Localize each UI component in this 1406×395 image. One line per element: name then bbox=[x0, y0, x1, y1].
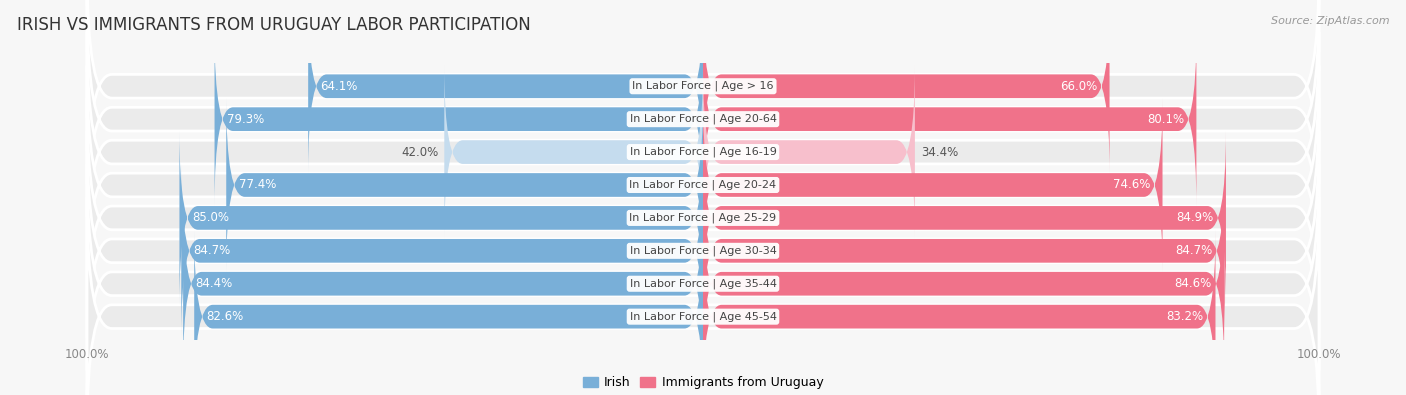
Text: IRISH VS IMMIGRANTS FROM URUGUAY LABOR PARTICIPATION: IRISH VS IMMIGRANTS FROM URUGUAY LABOR P… bbox=[17, 16, 530, 34]
FancyBboxPatch shape bbox=[308, 0, 703, 173]
Text: 84.7%: 84.7% bbox=[1175, 245, 1212, 257]
Text: 66.0%: 66.0% bbox=[1060, 80, 1097, 93]
Text: 77.4%: 77.4% bbox=[239, 179, 276, 192]
FancyBboxPatch shape bbox=[87, 197, 1319, 395]
FancyBboxPatch shape bbox=[87, 32, 1319, 272]
FancyBboxPatch shape bbox=[703, 65, 915, 239]
FancyBboxPatch shape bbox=[226, 98, 703, 272]
Text: In Labor Force | Age 25-29: In Labor Force | Age 25-29 bbox=[630, 213, 776, 223]
FancyBboxPatch shape bbox=[181, 164, 703, 338]
FancyBboxPatch shape bbox=[87, 164, 1319, 395]
FancyBboxPatch shape bbox=[183, 197, 703, 371]
Text: 34.4%: 34.4% bbox=[921, 146, 959, 158]
FancyBboxPatch shape bbox=[215, 32, 703, 206]
Text: 85.0%: 85.0% bbox=[191, 211, 229, 224]
Text: 74.6%: 74.6% bbox=[1112, 179, 1150, 192]
FancyBboxPatch shape bbox=[703, 32, 1197, 206]
Text: 82.6%: 82.6% bbox=[207, 310, 243, 323]
FancyBboxPatch shape bbox=[87, 131, 1319, 371]
FancyBboxPatch shape bbox=[703, 98, 1163, 272]
Text: In Labor Force | Age 16-19: In Labor Force | Age 16-19 bbox=[630, 147, 776, 157]
FancyBboxPatch shape bbox=[180, 131, 703, 305]
Text: In Labor Force | Age 35-44: In Labor Force | Age 35-44 bbox=[630, 278, 776, 289]
Text: In Labor Force | Age 20-64: In Labor Force | Age 20-64 bbox=[630, 114, 776, 124]
FancyBboxPatch shape bbox=[87, 98, 1319, 338]
FancyBboxPatch shape bbox=[703, 164, 1225, 338]
Text: 84.4%: 84.4% bbox=[195, 277, 233, 290]
FancyBboxPatch shape bbox=[703, 0, 1109, 173]
FancyBboxPatch shape bbox=[87, 0, 1319, 206]
Text: 80.1%: 80.1% bbox=[1147, 113, 1184, 126]
FancyBboxPatch shape bbox=[444, 65, 703, 239]
FancyBboxPatch shape bbox=[703, 230, 1215, 395]
Text: 42.0%: 42.0% bbox=[401, 146, 439, 158]
Text: In Labor Force | Age > 16: In Labor Force | Age > 16 bbox=[633, 81, 773, 92]
Text: 79.3%: 79.3% bbox=[226, 113, 264, 126]
Text: 84.6%: 84.6% bbox=[1174, 277, 1212, 290]
FancyBboxPatch shape bbox=[87, 0, 1319, 239]
Text: 84.7%: 84.7% bbox=[194, 245, 231, 257]
Text: 64.1%: 64.1% bbox=[321, 80, 359, 93]
Text: 83.2%: 83.2% bbox=[1166, 310, 1204, 323]
Legend: Irish, Immigrants from Uruguay: Irish, Immigrants from Uruguay bbox=[578, 371, 828, 394]
FancyBboxPatch shape bbox=[703, 131, 1226, 305]
Text: In Labor Force | Age 30-34: In Labor Force | Age 30-34 bbox=[630, 246, 776, 256]
FancyBboxPatch shape bbox=[194, 230, 703, 395]
Text: In Labor Force | Age 20-24: In Labor Force | Age 20-24 bbox=[630, 180, 776, 190]
FancyBboxPatch shape bbox=[87, 65, 1319, 305]
FancyBboxPatch shape bbox=[703, 197, 1225, 371]
Text: Source: ZipAtlas.com: Source: ZipAtlas.com bbox=[1271, 16, 1389, 26]
Text: 84.9%: 84.9% bbox=[1177, 211, 1213, 224]
Text: In Labor Force | Age 45-54: In Labor Force | Age 45-54 bbox=[630, 311, 776, 322]
